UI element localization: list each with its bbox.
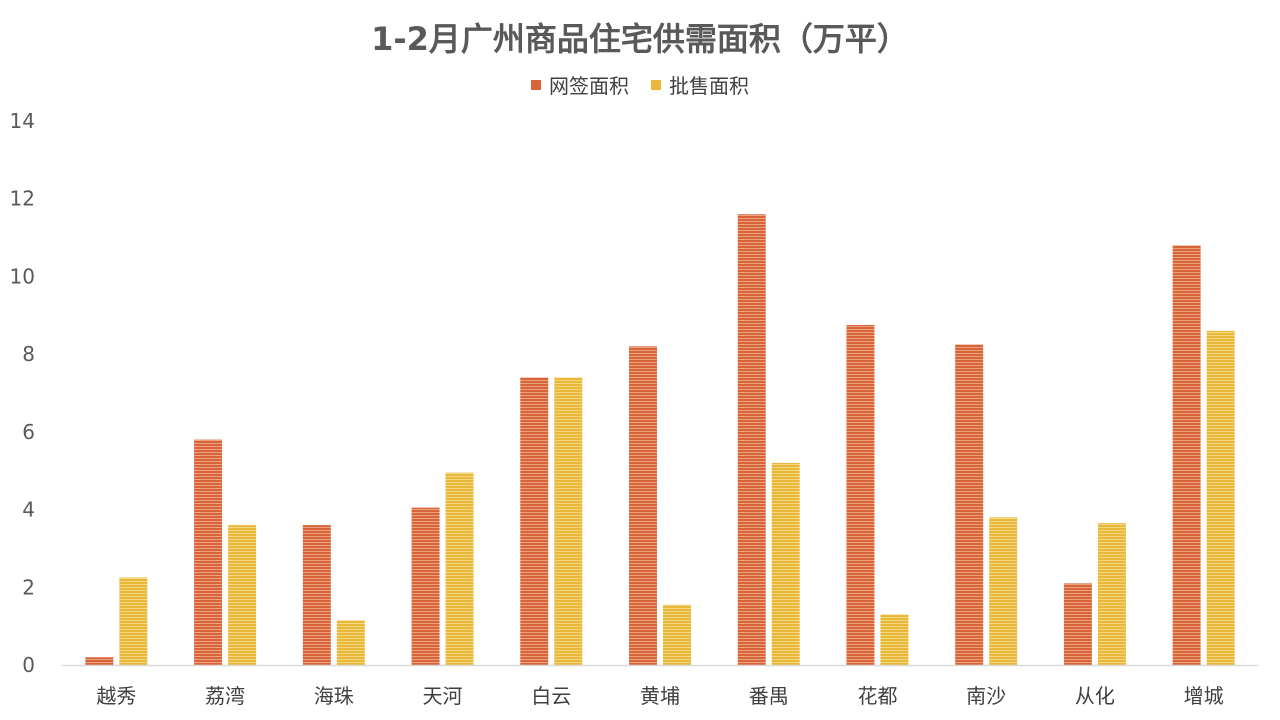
bar-signed <box>1172 245 1201 666</box>
bar-signed <box>302 525 331 665</box>
bar-signed <box>194 439 223 665</box>
bar-signed <box>955 344 984 665</box>
bar-signed <box>737 214 766 665</box>
bar-approved <box>1206 330 1235 665</box>
chart-title: 1-2月广州商品住宅供需面积（万平） <box>371 20 909 58</box>
x-axis-labels: 越秀 荔湾 海珠 天河 白云 黄埔 番禺 花都 南沙 从化 增城 <box>96 684 1223 708</box>
y-tick-label: 2 <box>22 575 35 599</box>
x-category-label: 南沙 <box>966 684 1006 708</box>
y-axis-ticks: 0 2 4 6 8 10 12 14 <box>10 109 35 677</box>
x-category-label: 增城 <box>1184 684 1224 708</box>
bar-approved <box>119 577 148 665</box>
bar-approved <box>989 517 1018 665</box>
y-tick-label: 12 <box>10 187 35 211</box>
bar-signed <box>846 325 875 665</box>
bar-approved <box>228 525 257 665</box>
x-category-label: 越秀 <box>96 684 136 708</box>
y-tick-label: 14 <box>10 109 35 133</box>
legend-swatch-signed <box>531 79 541 90</box>
bar-signed <box>520 377 549 665</box>
bar-approved <box>663 604 691 665</box>
y-tick-label: 8 <box>22 342 35 366</box>
y-tick-label: 10 <box>10 264 35 288</box>
y-tick-label: 0 <box>22 653 35 677</box>
x-category-label: 番禺 <box>749 684 789 708</box>
bar-approved <box>771 462 800 665</box>
legend: 网签面积 批售面积 <box>0 70 1280 99</box>
x-category-label: 海珠 <box>314 684 354 708</box>
bars <box>85 214 1235 666</box>
x-category-label: 天河 <box>423 684 463 708</box>
legend-swatch-approved <box>651 79 661 90</box>
x-category-label: 黄埔 <box>640 684 680 708</box>
bar-signed <box>1063 583 1092 665</box>
x-category-label: 白云 <box>531 684 571 708</box>
x-category-label: 花都 <box>857 684 897 708</box>
y-tick-label: 6 <box>22 420 35 444</box>
x-category-label: 荔湾 <box>205 684 245 708</box>
legend-item-approved: 批售面积 <box>651 70 749 99</box>
bar-approved <box>880 614 909 665</box>
y-tick-label: 4 <box>22 498 35 522</box>
bar-signed <box>85 657 114 665</box>
legend-label-approved: 批售面积 <box>669 74 749 98</box>
x-category-label: 从化 <box>1075 684 1115 708</box>
bar-approved <box>336 620 365 665</box>
legend-label-signed: 网签面积 <box>549 74 629 98</box>
bar-approved <box>445 472 474 665</box>
legend-item-signed: 网签面积 <box>531 70 629 99</box>
bar-approved <box>554 377 583 665</box>
bar-signed <box>629 346 657 665</box>
bar-approved <box>1097 523 1126 665</box>
bar-signed <box>411 507 440 665</box>
